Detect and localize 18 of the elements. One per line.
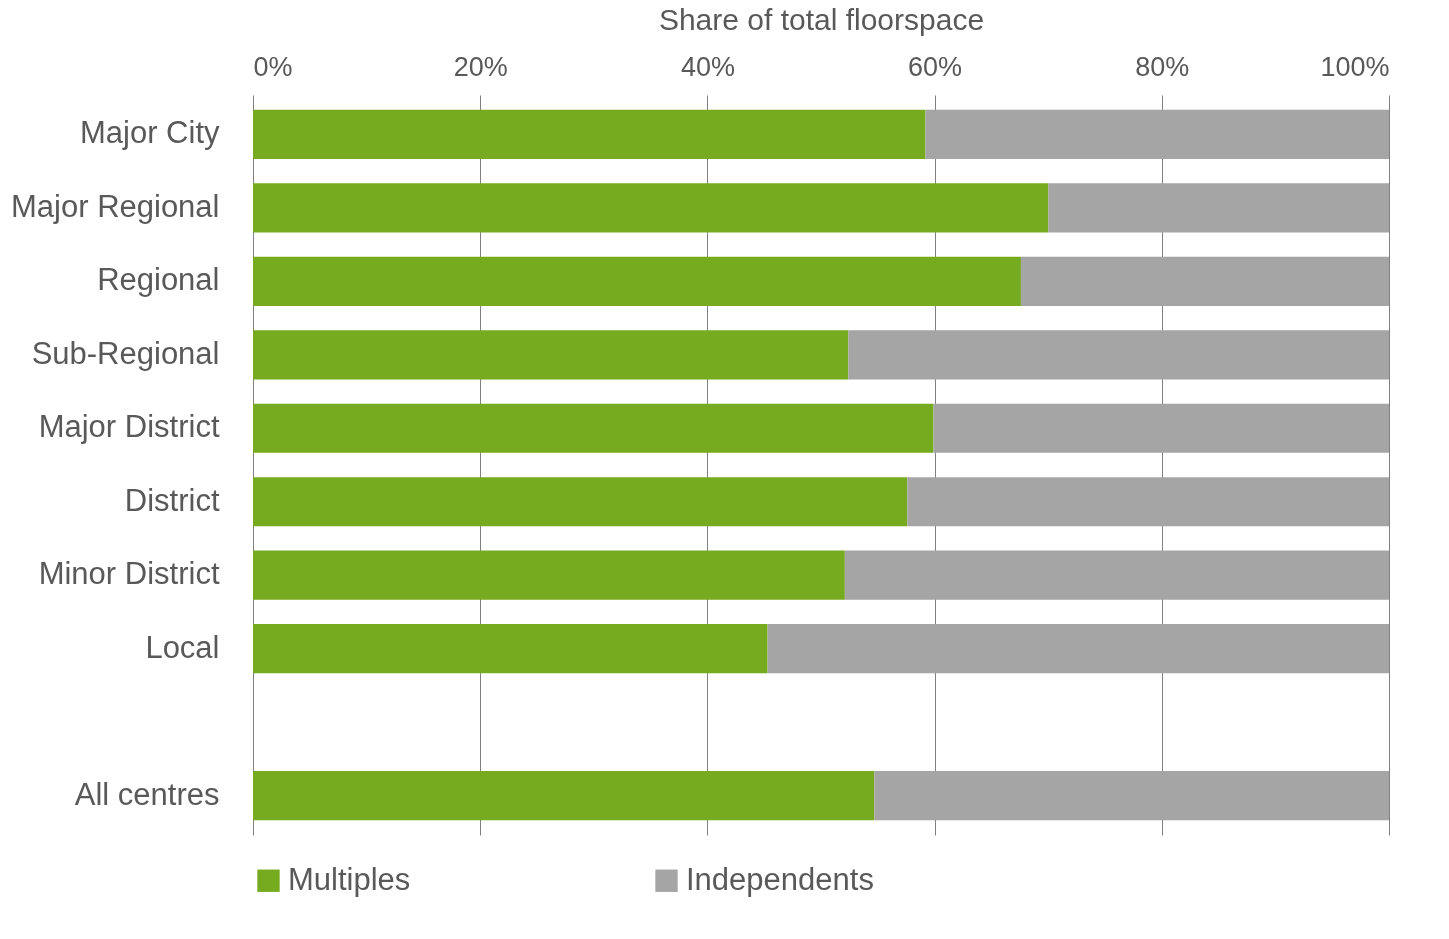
legend-label: Multiples bbox=[288, 861, 411, 897]
y-tick-label: Major Regional bbox=[11, 188, 220, 224]
x-tick-label: 80% bbox=[1135, 51, 1190, 82]
y-tick-label: District bbox=[124, 482, 220, 518]
y-tick-label: Major District bbox=[38, 409, 220, 445]
x-tick-label: 40% bbox=[680, 51, 735, 82]
y-tick-label: All centres bbox=[74, 776, 220, 812]
x-tick-label: 20% bbox=[453, 51, 508, 82]
x-tick-label: 100% bbox=[1320, 51, 1390, 82]
x-tick-label: 60% bbox=[908, 51, 963, 82]
y-tick-label: Regional bbox=[97, 262, 220, 298]
y-tick-label: Minor District bbox=[38, 556, 220, 592]
legend-label: Independents bbox=[686, 861, 874, 897]
x-axis-title: Share of total floorspace bbox=[658, 2, 985, 36]
x-tick-label: 0% bbox=[253, 51, 293, 82]
y-tick-label: Local bbox=[145, 629, 220, 665]
y-tick-label: Sub-Regional bbox=[31, 335, 220, 371]
y-tick-label: Major City bbox=[79, 115, 220, 151]
